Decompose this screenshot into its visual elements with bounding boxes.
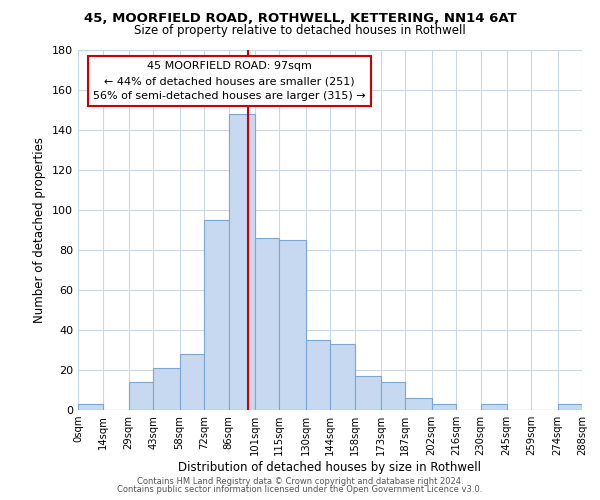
Bar — [255, 238, 279, 410]
Bar — [129, 382, 153, 410]
Text: Contains public sector information licensed under the Open Government Licence v3: Contains public sector information licen… — [118, 485, 482, 494]
Text: Size of property relative to detached houses in Rothwell: Size of property relative to detached ho… — [134, 24, 466, 37]
X-axis label: Distribution of detached houses by size in Rothwell: Distribution of detached houses by size … — [179, 461, 482, 474]
Bar — [355, 376, 381, 410]
Bar — [431, 404, 456, 410]
Bar — [405, 398, 431, 410]
Bar — [481, 404, 507, 410]
Bar — [229, 114, 255, 410]
Text: 45, MOORFIELD ROAD, ROTHWELL, KETTERING, NN14 6AT: 45, MOORFIELD ROAD, ROTHWELL, KETTERING,… — [83, 12, 517, 24]
Text: Contains HM Land Registry data © Crown copyright and database right 2024.: Contains HM Land Registry data © Crown c… — [137, 477, 463, 486]
Bar — [305, 340, 330, 410]
Bar — [381, 382, 405, 410]
Bar — [78, 404, 103, 410]
Bar — [179, 354, 204, 410]
Bar — [204, 220, 229, 410]
Bar — [557, 404, 582, 410]
Bar — [330, 344, 355, 410]
Text: 45 MOORFIELD ROAD: 97sqm
← 44% of detached houses are smaller (251)
56% of semi-: 45 MOORFIELD ROAD: 97sqm ← 44% of detach… — [93, 61, 365, 101]
Bar — [279, 240, 305, 410]
Y-axis label: Number of detached properties: Number of detached properties — [34, 137, 46, 323]
Bar — [153, 368, 179, 410]
